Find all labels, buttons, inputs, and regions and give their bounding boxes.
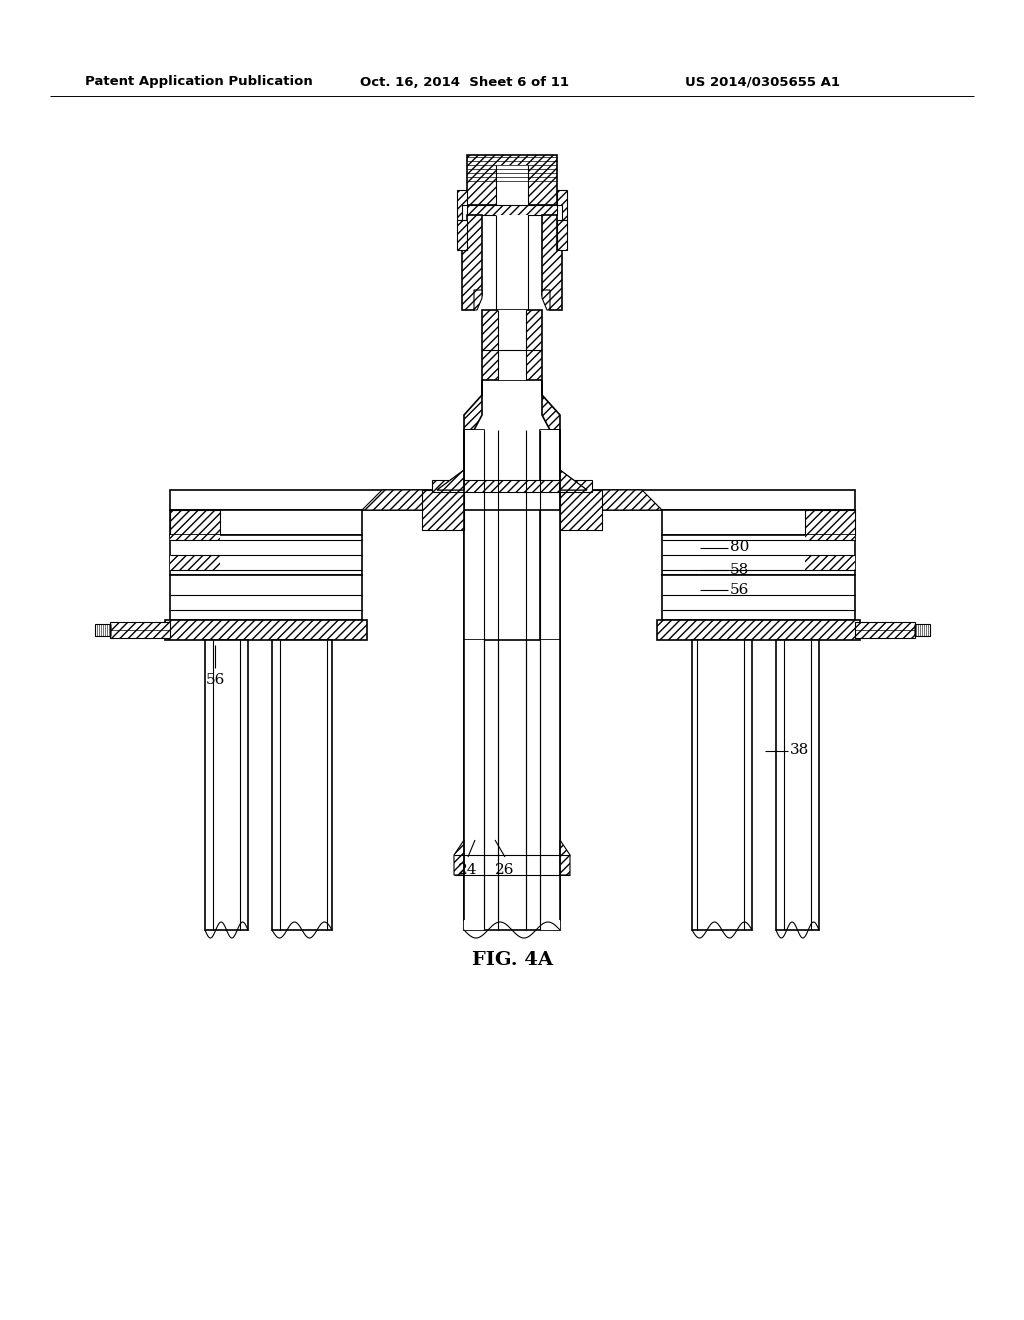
Polygon shape: [557, 220, 567, 249]
Polygon shape: [170, 490, 855, 510]
Polygon shape: [482, 310, 542, 380]
Polygon shape: [542, 380, 560, 430]
Text: 38: 38: [790, 743, 809, 756]
Polygon shape: [457, 220, 467, 249]
Polygon shape: [464, 380, 482, 430]
Polygon shape: [170, 576, 362, 620]
Polygon shape: [560, 470, 587, 490]
Bar: [464, 430, 484, 920]
Polygon shape: [855, 622, 915, 638]
Polygon shape: [560, 840, 570, 875]
Polygon shape: [422, 490, 464, 531]
Polygon shape: [657, 620, 860, 640]
Polygon shape: [165, 620, 367, 640]
Polygon shape: [432, 480, 592, 492]
Polygon shape: [542, 290, 550, 310]
Bar: [205, 640, 248, 931]
Polygon shape: [662, 510, 855, 535]
Bar: [272, 640, 332, 931]
Polygon shape: [170, 510, 362, 535]
Text: 26: 26: [496, 863, 515, 876]
Polygon shape: [454, 840, 464, 875]
Bar: [692, 640, 752, 931]
Polygon shape: [560, 490, 602, 531]
Text: 56: 56: [730, 583, 750, 597]
Polygon shape: [805, 554, 855, 570]
Polygon shape: [437, 470, 464, 490]
Polygon shape: [496, 165, 528, 205]
Text: US 2014/0305655 A1: US 2014/0305655 A1: [685, 75, 840, 88]
Polygon shape: [467, 205, 557, 215]
Polygon shape: [170, 535, 362, 576]
Polygon shape: [467, 154, 557, 205]
Bar: [776, 640, 819, 931]
Polygon shape: [542, 215, 562, 310]
Bar: [540, 430, 560, 920]
Polygon shape: [457, 190, 467, 220]
Text: Patent Application Publication: Patent Application Publication: [85, 75, 312, 88]
Text: 24: 24: [459, 863, 478, 876]
Polygon shape: [110, 622, 170, 638]
Polygon shape: [437, 430, 464, 490]
Polygon shape: [362, 490, 464, 510]
Polygon shape: [805, 535, 855, 540]
Polygon shape: [462, 215, 482, 310]
Polygon shape: [560, 430, 587, 490]
Bar: [540, 640, 560, 931]
Bar: [540, 430, 560, 920]
Polygon shape: [662, 576, 855, 620]
Text: 80: 80: [730, 540, 750, 554]
Text: FIG. 4A: FIG. 4A: [471, 950, 553, 969]
Polygon shape: [557, 190, 567, 220]
Text: 58: 58: [730, 564, 750, 577]
Bar: [464, 640, 560, 931]
Polygon shape: [560, 490, 662, 510]
Text: Oct. 16, 2014  Sheet 6 of 11: Oct. 16, 2014 Sheet 6 of 11: [360, 75, 569, 88]
Bar: [464, 640, 484, 931]
Text: 56: 56: [206, 673, 224, 686]
Polygon shape: [170, 554, 220, 570]
Polygon shape: [498, 310, 526, 380]
Polygon shape: [496, 215, 528, 310]
Bar: [464, 430, 484, 920]
Polygon shape: [95, 624, 110, 636]
Polygon shape: [662, 535, 855, 576]
Polygon shape: [170, 510, 220, 535]
Polygon shape: [474, 290, 482, 310]
Polygon shape: [170, 535, 220, 540]
Polygon shape: [805, 510, 855, 535]
Polygon shape: [915, 624, 930, 636]
